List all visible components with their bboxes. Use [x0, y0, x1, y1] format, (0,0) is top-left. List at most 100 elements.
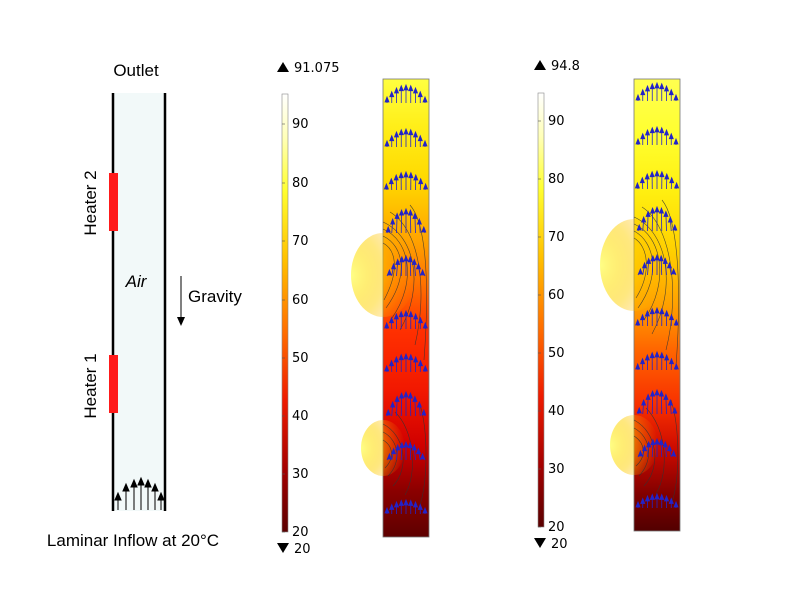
velocity-arrow-head — [415, 262, 422, 270]
colorbar-1-tick-label: 80 — [292, 176, 309, 191]
velocity-arrow-head — [667, 399, 673, 406]
velocity-arrow-head — [422, 364, 428, 372]
velocity-arrow-head — [662, 257, 668, 264]
velocity-arrow-head — [403, 440, 409, 448]
velocity-arrow-head — [673, 318, 679, 326]
inflow-arrows — [114, 476, 165, 510]
velocity-arrow-head — [644, 353, 650, 361]
velocity-arrow-head — [403, 309, 409, 317]
velocity-arrow-head — [668, 357, 675, 365]
velocity-arrow-head — [669, 176, 675, 184]
velocity-arrow-head — [637, 449, 643, 457]
velocity-arrow-head — [663, 393, 669, 400]
velocity-arrow-head — [654, 492, 660, 500]
velocity-arrow-head — [673, 500, 679, 508]
field-1-hot-zone-upper — [351, 233, 415, 317]
velocity-arrow-head — [403, 207, 409, 215]
outlet-label: Outlet — [113, 61, 159, 80]
velocity-arrow-head — [393, 86, 400, 94]
velocity-arrow-head — [639, 357, 646, 365]
velocity-arrow-head — [398, 353, 404, 361]
velocity-arrow-head — [398, 392, 405, 399]
velocity-arrow-head — [389, 134, 395, 142]
colorbar-2-max-marker — [534, 60, 546, 70]
colorbar-1-max-marker — [277, 62, 289, 72]
velocity-arrow-head — [663, 494, 670, 502]
velocity-arrow-head — [398, 209, 405, 216]
colorbar-1-tick-label: 30 — [292, 467, 309, 482]
velocity-arrow-head — [637, 267, 643, 275]
velocity-arrow-head — [403, 498, 409, 506]
colorbar-2-tick-label: 40 — [548, 404, 565, 419]
velocity-arrow-head — [415, 447, 422, 455]
velocity-arrow-head — [635, 93, 641, 101]
velocity-arrow-head — [407, 392, 414, 399]
gravity-label: Gravity — [188, 287, 242, 306]
velocity-arrow-head — [399, 441, 405, 449]
velocity-arrow-head — [672, 406, 678, 414]
velocity-arrow-head — [654, 437, 660, 445]
velocity-arrow-head — [650, 438, 656, 446]
velocity-arrow-head — [659, 126, 665, 134]
velocity-arrow-head — [635, 500, 641, 508]
velocity-arrow-head — [390, 262, 397, 270]
velocity-arrow-head — [663, 210, 669, 217]
velocity-arrow-head — [649, 126, 655, 134]
velocity-arrow-head — [416, 401, 422, 408]
velocity-arrow-head — [658, 390, 665, 397]
velocity-arrow-head — [398, 310, 404, 318]
velocity-arrow-head — [403, 127, 409, 135]
velocity-arrow-head — [649, 170, 655, 178]
colorbar-1-tick-label: 70 — [292, 234, 309, 249]
velocity-arrow-head — [668, 132, 674, 140]
velocity-arrow-head — [654, 253, 660, 261]
velocity-arrow-head — [390, 218, 396, 225]
velocity-arrow-head — [386, 268, 392, 276]
velocity-arrow-head — [407, 209, 414, 216]
velocity-arrow-head — [395, 443, 401, 451]
colorbar-1-tick-label: 60 — [292, 293, 309, 308]
temperature-field-2 — [600, 78, 681, 532]
velocity-arrow-head — [635, 137, 641, 145]
velocity-arrow-head — [649, 307, 655, 315]
velocity-arrow-head — [671, 449, 677, 457]
velocity-arrow-head — [658, 207, 665, 214]
velocity-arrow-head — [384, 321, 390, 329]
velocity-arrow-head — [413, 312, 419, 320]
velocity-arrow-head — [644, 172, 650, 180]
velocity-arrow-head — [385, 408, 391, 416]
velocity-arrow-head — [649, 207, 656, 214]
velocity-arrow-head — [662, 440, 668, 448]
temperature-field-1 — [351, 78, 430, 538]
colorbar-1-max-label: 91.075 — [294, 61, 340, 76]
velocity-arrow-head — [639, 313, 646, 321]
colorbar-1-tick-labels: 90 80 70 60 50 40 30 20 — [292, 117, 309, 540]
colorbar-1-tick-label: 50 — [292, 351, 309, 366]
velocity-arrow-head — [672, 223, 678, 231]
field-2-hot-zone-upper — [600, 219, 668, 311]
velocity-arrow-head — [393, 312, 399, 320]
velocity-arrow-head — [403, 390, 409, 398]
velocity-arrow-head — [403, 83, 409, 91]
velocity-arrow-head — [644, 128, 651, 136]
velocity-arrow-head — [412, 395, 418, 402]
velocity-arrow-head — [417, 316, 424, 324]
velocity-arrow-head — [640, 132, 646, 140]
velocity-arrow-head — [383, 182, 389, 190]
velocity-arrow-head — [664, 172, 670, 180]
velocity-arrow-head — [398, 84, 404, 92]
velocity-arrow-head — [408, 128, 414, 136]
velocity-arrow-head — [659, 82, 665, 90]
velocity-arrow-head — [663, 128, 670, 136]
velocity-arrow-head — [654, 125, 660, 133]
colorbar-1-bar — [281, 93, 289, 533]
velocity-arrow-head — [412, 500, 419, 508]
velocity-arrow-head — [644, 494, 651, 502]
velocity-arrow-head — [645, 393, 651, 400]
velocity-arrow-head — [413, 173, 419, 181]
velocity-arrow-head — [664, 309, 670, 317]
velocity-arrow-head — [644, 84, 651, 92]
velocity-arrow-head — [636, 223, 642, 231]
air-channel — [113, 93, 165, 511]
